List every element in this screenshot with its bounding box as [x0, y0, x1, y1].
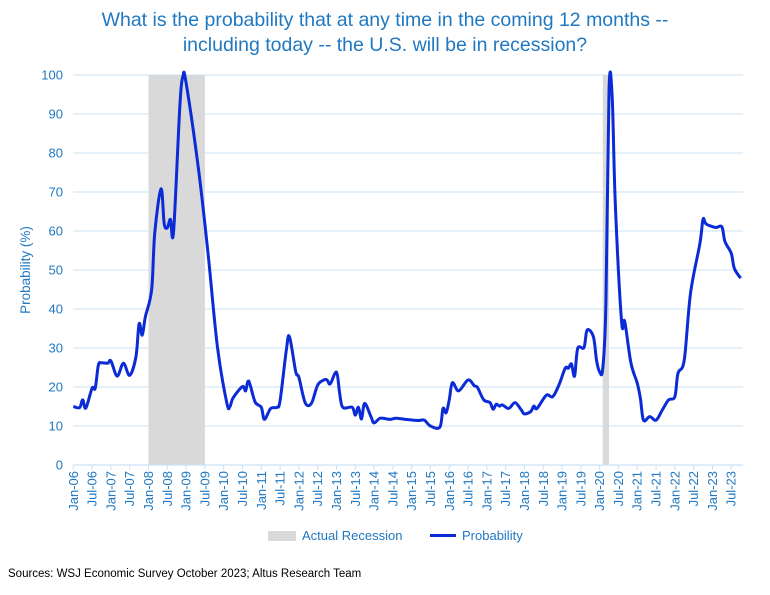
y-tick-label: 70: [49, 185, 63, 200]
x-axis-ticks: Jan-06 Jul-06 Jan-07 Jul-07 Jan-08 Jul-08 Jan-…: [66, 464, 743, 511]
x-tick-label: Jan-23: [705, 471, 720, 511]
y-tick-label: 20: [49, 380, 63, 395]
x-tick-label: Jul-10: [235, 471, 250, 506]
legend-probability-label: Probability: [462, 528, 523, 543]
x-tick-label: Jan-16: [442, 471, 457, 511]
y-axis-ticks: 0 10 20 30 40 50 60 70 80 90 100: [41, 68, 63, 473]
x-tick-label: Jan-22: [667, 471, 682, 511]
x-tick-label: Jan-11: [254, 471, 269, 510]
x-tick-label: Jul-14: [385, 471, 400, 506]
x-tick-label: Jan-20: [592, 471, 607, 511]
x-tick-label: Jul-23: [724, 471, 739, 506]
x-tick-label: Jul-07: [122, 471, 137, 506]
y-tick-label: 30: [49, 341, 63, 356]
x-tick-label: Jan-14: [367, 471, 382, 511]
recession-band: [148, 75, 205, 465]
legend-recession-label: Actual Recession: [302, 528, 403, 543]
legend-item-probability: Probability: [430, 528, 523, 543]
x-tick-label: Jan-13: [329, 471, 344, 511]
y-tick-label: 40: [49, 302, 63, 317]
x-tick-label: Jul-21: [649, 471, 664, 506]
x-tick-label: Jan-08: [141, 471, 156, 511]
x-tick-label: Jul-16: [461, 471, 476, 506]
y-axis-label: Probability (%): [18, 226, 33, 314]
x-tick-label: Jan-06: [66, 471, 81, 511]
x-tick-label: Jan-19: [555, 471, 570, 511]
x-tick-label: Jan-17: [479, 471, 494, 511]
chart-title-line-1: What is the probability that at any time…: [101, 9, 669, 31]
x-tick-label: Jan-07: [103, 471, 118, 511]
legend-item-recession: Actual Recession: [268, 528, 402, 543]
probability-line-icon: [430, 534, 456, 537]
x-tick-label: Jan-21: [630, 471, 645, 511]
y-tick-label: 80: [49, 146, 63, 161]
x-tick-label: Jan-12: [291, 471, 306, 511]
x-tick-label: Jul-18: [536, 471, 551, 506]
x-tick-label: Jul-17: [498, 471, 513, 506]
chart-title-line-2: including today -- the U.S. will be in r…: [182, 34, 588, 56]
x-tick-label: Jul-06: [85, 471, 100, 506]
x-tick-label: Jan-18: [517, 471, 532, 511]
legend: Actual Recession Probability: [0, 528, 770, 546]
x-tick-label: Jul-08: [160, 471, 175, 506]
y-tick-label: 60: [49, 224, 63, 239]
x-tick-label: Jan-15: [404, 471, 419, 511]
y-tick-label: 50: [49, 263, 63, 278]
y-tick-label: 100: [41, 68, 63, 83]
recession-swatch-icon: [268, 530, 296, 541]
y-tick-label: 0: [56, 458, 63, 473]
x-tick-label: Jul-13: [348, 471, 363, 506]
x-tick-label: Jul-22: [686, 471, 701, 506]
x-tick-label: Jan-09: [179, 471, 194, 511]
x-tick-label: Jan-10: [216, 471, 231, 511]
series-layer: [72, 70, 742, 430]
source-note: Sources: WSJ Economic Survey October 202…: [8, 568, 362, 580]
x-tick-label: Jul-12: [310, 471, 325, 506]
chart-title: What is the probability that at any time…: [0, 8, 770, 58]
y-tick-label: 90: [49, 107, 63, 122]
x-tick-label: Jul-20: [611, 471, 626, 506]
probability-line: [72, 70, 742, 430]
x-tick-label: Jul-11: [273, 471, 288, 505]
x-tick-label: Jul-19: [573, 471, 588, 506]
x-tick-label: Jul-09: [197, 471, 212, 506]
y-tick-label: 10: [49, 419, 63, 434]
x-tick-label: Jul-15: [423, 471, 438, 506]
